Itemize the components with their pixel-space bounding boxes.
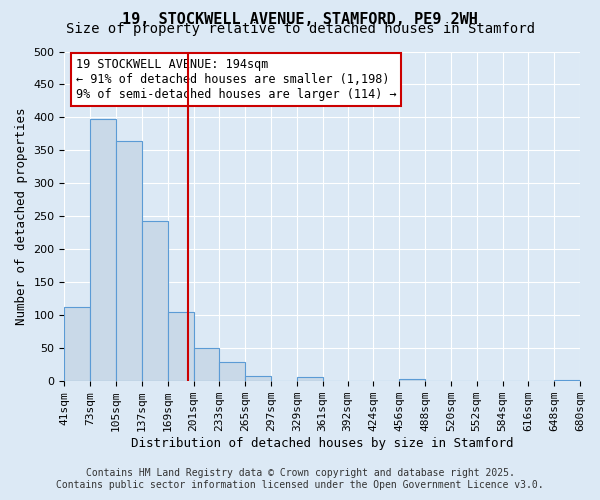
Text: 19, STOCKWELL AVENUE, STAMFORD, PE9 2WH: 19, STOCKWELL AVENUE, STAMFORD, PE9 2WH — [122, 12, 478, 28]
Bar — [116, 140, 142, 381]
Bar — [297, 378, 323, 381]
Bar — [399, 379, 425, 381]
Bar — [194, 348, 220, 381]
Bar — [503, 380, 529, 381]
X-axis label: Distribution of detached houses by size in Stamford: Distribution of detached houses by size … — [131, 437, 514, 450]
Bar — [90, 119, 116, 381]
Bar — [220, 362, 245, 381]
Text: Contains HM Land Registry data © Crown copyright and database right 2025.
Contai: Contains HM Land Registry data © Crown c… — [56, 468, 544, 490]
Bar — [554, 380, 580, 381]
Y-axis label: Number of detached properties: Number of detached properties — [15, 108, 28, 325]
Bar — [167, 312, 194, 381]
Text: Size of property relative to detached houses in Stamford: Size of property relative to detached ho… — [65, 22, 535, 36]
Bar — [64, 306, 90, 381]
Bar — [347, 380, 373, 381]
Bar — [142, 221, 167, 381]
Text: 19 STOCKWELL AVENUE: 194sqm
← 91% of detached houses are smaller (1,198)
9% of s: 19 STOCKWELL AVENUE: 194sqm ← 91% of det… — [76, 58, 397, 101]
Bar — [245, 376, 271, 381]
